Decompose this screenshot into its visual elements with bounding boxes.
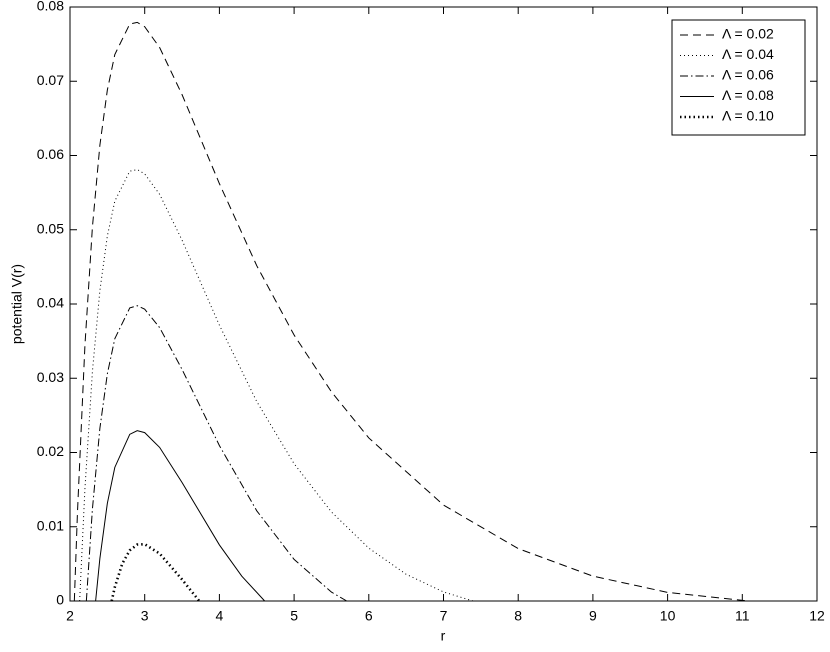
x-tick-label: 12	[809, 608, 825, 624]
y-tick-label: 0.01	[37, 517, 64, 533]
y-tick-label: 0.06	[37, 146, 64, 162]
y-tick-label: 0.05	[37, 220, 64, 236]
x-tick-label: 3	[141, 608, 149, 624]
legend-label: Λ = 0.06	[722, 67, 774, 83]
y-axis-label: potential V(r)	[9, 264, 25, 344]
legend-label: Λ = 0.02	[722, 26, 774, 42]
y-tick-label: 0	[56, 592, 64, 608]
x-tick-label: 4	[216, 608, 224, 624]
line-series	[95, 430, 266, 602]
y-tick-label: 0.03	[37, 369, 64, 385]
x-tick-label: 11	[735, 608, 750, 624]
x-axis-label: r	[441, 628, 446, 644]
x-tick-label: 8	[514, 608, 522, 624]
plot-frame	[69, 6, 818, 602]
legend-label: Λ = 0.10	[722, 108, 774, 124]
y-tick-label: 0.07	[37, 72, 64, 88]
legend-label: Λ = 0.04	[722, 46, 774, 62]
line-series	[73, 21, 750, 602]
x-tick-label: 10	[660, 608, 676, 624]
x-tick-label: 5	[290, 608, 298, 624]
y-tick-label: 0.04	[37, 295, 64, 311]
line-series	[85, 305, 348, 602]
legend-label: Λ = 0.08	[722, 87, 774, 103]
line-series	[79, 169, 474, 602]
x-tick-label: 7	[440, 608, 448, 624]
y-tick-label: 0.08	[37, 0, 64, 14]
legend: Λ = 0.02 Λ = 0.04 Λ = 0.06 Λ = 0.08 Λ = 0.10	[671, 19, 806, 136]
x-tick-label: 2	[66, 608, 74, 624]
x-tick-label: 9	[589, 608, 597, 624]
y-tick-label: 0.02	[37, 443, 64, 459]
line-series	[110, 542, 201, 602]
x-tick-label: 6	[365, 608, 373, 624]
